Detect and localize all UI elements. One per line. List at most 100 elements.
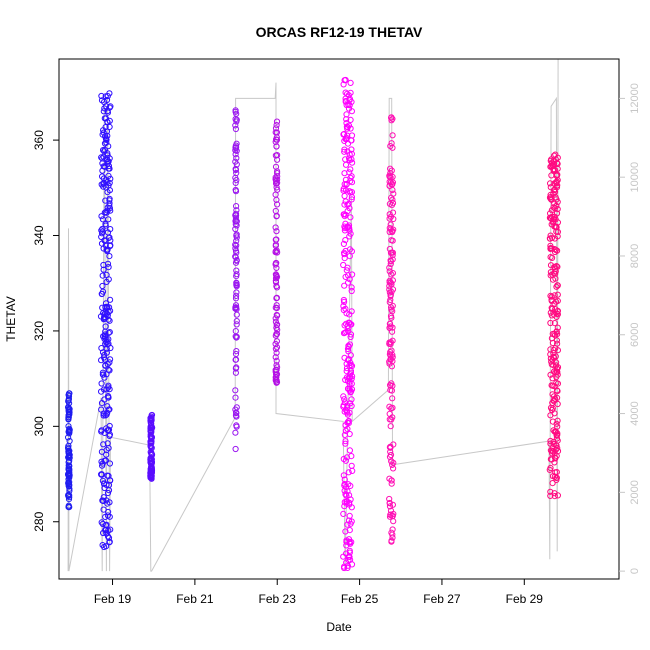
data-point — [340, 81, 347, 88]
x-tick-label: Feb 27 — [423, 592, 461, 606]
data-point — [554, 364, 562, 371]
data-point — [344, 140, 352, 147]
data-point — [148, 438, 155, 445]
data-point — [103, 530, 110, 537]
data-point — [232, 221, 239, 228]
flight-series-rf19 — [546, 151, 562, 500]
data-point — [349, 271, 356, 278]
data-point — [386, 499, 393, 507]
data-point — [232, 165, 239, 173]
data-point — [551, 320, 558, 327]
data-point — [389, 173, 396, 180]
data-point — [100, 494, 107, 501]
data-point — [105, 264, 112, 271]
data-point — [232, 387, 239, 394]
data-point — [554, 291, 561, 298]
data-point — [105, 308, 112, 315]
data-point — [105, 394, 112, 401]
data-point — [272, 260, 279, 267]
data-point — [147, 443, 154, 451]
data-point — [342, 95, 349, 102]
data-point — [553, 446, 560, 453]
data-point — [232, 365, 239, 372]
data-point — [98, 357, 105, 364]
y-tick-label: 320 — [32, 321, 46, 341]
data-point — [106, 367, 113, 374]
data-point — [106, 253, 113, 260]
data-point — [348, 179, 356, 186]
data-point — [106, 155, 113, 162]
data-point — [549, 405, 556, 412]
data-point — [388, 405, 395, 412]
data-point — [552, 362, 560, 369]
data-point — [348, 284, 355, 291]
data-point — [233, 237, 240, 244]
flight-series-rf13 — [97, 90, 114, 551]
data-point — [65, 454, 72, 461]
data-point — [348, 196, 355, 203]
data-point — [273, 273, 281, 281]
data-point — [343, 538, 350, 545]
data-point — [148, 411, 156, 419]
data-point — [386, 324, 393, 331]
y2-tick-label: 10000 — [629, 162, 641, 193]
data-point — [554, 347, 562, 354]
data-point — [101, 351, 108, 359]
data-point — [389, 414, 396, 421]
data-point — [389, 302, 396, 309]
data-point — [272, 275, 280, 282]
data-point — [232, 179, 239, 186]
data-point — [340, 472, 347, 479]
data-point — [547, 355, 555, 362]
data-point — [550, 393, 558, 400]
data-point — [551, 186, 558, 193]
data-point — [344, 264, 351, 271]
altitude-line — [67, 58, 559, 572]
data-point — [232, 158, 239, 165]
data-point — [344, 207, 351, 215]
data-point — [548, 234, 556, 241]
data-point — [341, 282, 348, 289]
data-point — [103, 425, 110, 432]
data-point — [346, 549, 353, 556]
data-point — [553, 387, 561, 394]
data-point — [348, 504, 355, 511]
data-point — [340, 261, 347, 269]
data-point — [272, 174, 279, 181]
data-point — [65, 404, 72, 411]
data-point — [273, 122, 280, 129]
data-point — [98, 519, 105, 526]
data-point — [548, 221, 555, 228]
data-point — [65, 412, 72, 419]
data-point — [66, 467, 73, 474]
data-point — [148, 455, 155, 462]
data-point — [345, 469, 352, 476]
data-point — [340, 296, 347, 304]
data-point — [347, 331, 355, 338]
data-point — [340, 393, 347, 400]
y-axis-label: THETAV — [4, 296, 18, 342]
data-point — [274, 170, 281, 177]
data-point — [274, 201, 281, 208]
data-point — [106, 460, 114, 467]
data-point — [387, 213, 394, 220]
data-point — [548, 361, 555, 368]
data-point — [387, 423, 394, 430]
data-point — [343, 368, 350, 375]
data-point — [232, 254, 239, 261]
data-point — [104, 150, 111, 157]
data-point — [99, 369, 107, 376]
x-tick-label: Feb 21 — [176, 592, 214, 606]
data-point — [272, 163, 280, 170]
data-point — [100, 497, 107, 505]
data-point — [553, 469, 560, 476]
data-point — [106, 539, 113, 546]
data-point — [347, 389, 354, 396]
data-point — [547, 210, 554, 217]
data-point — [98, 428, 105, 435]
data-point — [548, 207, 556, 214]
data-point — [348, 137, 355, 144]
data-point — [547, 245, 554, 252]
data-point — [554, 177, 561, 184]
